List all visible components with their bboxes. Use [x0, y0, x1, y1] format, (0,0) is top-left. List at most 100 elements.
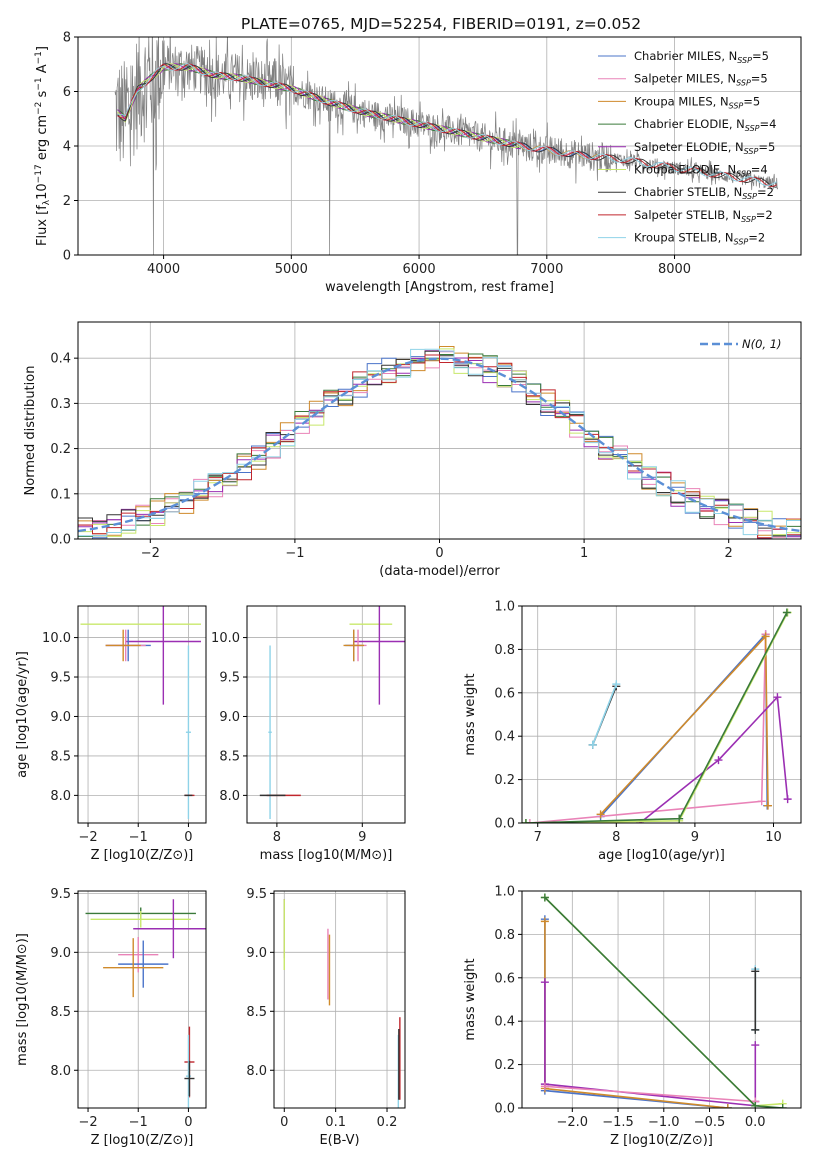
weight-vs-age-plot: [522, 608, 792, 823]
weight-vs-age-ytick-label: 0.8: [494, 643, 515, 658]
weight-vs-age-ytick-label: 0.0: [494, 817, 515, 832]
weight-marker: [751, 1101, 760, 1108]
residuals-xtick-label: −2: [141, 546, 160, 561]
weight-line: [529, 634, 767, 823]
age-vs-z-frame: [77, 605, 207, 824]
weight-z-xlabel: Z [log10(Z/Z⊙)]: [610, 1133, 713, 1148]
spectrum-xtick-label: 6000: [403, 262, 436, 277]
mass-vs-ebv-xtick-label: 0.1: [325, 1115, 346, 1130]
normal-curve: [78, 357, 801, 533]
weight-vs-z-frame: [521, 890, 802, 1109]
age-vs-mass-ytick-label: 9.5: [219, 671, 240, 686]
mass-vs-ebv-ytick-label: 9.5: [246, 887, 267, 902]
mass-vs-z-ytick-label: 9.0: [50, 946, 71, 961]
weight-vs-z-plot: [540, 893, 787, 1108]
weight-z-ylabel: mass weight: [463, 958, 478, 1040]
histogram-line: [78, 348, 801, 539]
residuals-xlabel: (data-model)/error: [379, 564, 500, 579]
spectrum-ytick-label: 8: [63, 31, 71, 46]
legend-label: Salpeter ELODIE, NSSP=5: [634, 140, 775, 156]
age-vs-z-ytick-label: 8.0: [50, 789, 71, 804]
legend-label: Kroupa STELIB, NSSP=2: [634, 231, 765, 247]
age-vs-mass-ytick-label: 8.0: [219, 789, 240, 804]
weight-marker: [751, 1025, 760, 1034]
spectrum-ytick-label: 2: [63, 194, 71, 209]
residuals-ylabel: Normed distribution: [23, 366, 38, 496]
weight-vs-z-xtick-label: −2.0: [557, 1115, 589, 1130]
histogram-line: [78, 350, 801, 539]
spectrum-plot: [114, 37, 779, 255]
weight-vs-z-ytick-label: 1.0: [494, 885, 515, 900]
mass-vs-z-axes: −2 −1 0 8.0 8.5 9.0 9.5 Z [log10(Z/Z⊙)] mass [lo…: [15, 887, 207, 1148]
age-vs-z-ytick-label: 10.0: [42, 631, 71, 646]
age-vs-z-grid: [78, 606, 206, 823]
weight-marker: [522, 819, 530, 823]
age-vs-z-plot: [80, 606, 201, 820]
residuals-xtick-label: 2: [725, 546, 733, 561]
residuals-frame: [77, 321, 802, 540]
mass-vs-z-ytick-label: 8.0: [50, 1064, 71, 1079]
age-vs-mass-frame: [246, 605, 406, 824]
spectrum-xtick-label: 8000: [658, 262, 691, 277]
weight-vs-age-xtick-label: 10: [765, 830, 782, 845]
weight-vs-age-ticks: 7 8 9 10 0.0 0.2 0.4 0.6 0.8 1.0: [494, 600, 781, 846]
spectrum-ylabel: Flux [fλ10−17 erg cm−2 s−1 A−1]: [34, 46, 52, 246]
mass-vs-ebv-ytick-label: 8.0: [246, 1064, 267, 1079]
age-z-xlabel: Z [log10(Z/Z⊙)]: [91, 848, 194, 863]
legend-label: Chabrier STELIB, NSSP=2: [634, 185, 774, 201]
weight-vs-z-ytick-label: 0.4: [494, 1015, 515, 1030]
legend-label: Kroupa ELODIE, NSSP=4: [634, 163, 768, 179]
age-vs-mass-ytick-label: 8.5: [219, 749, 240, 764]
age-vs-z-ytick-label: 9.5: [50, 671, 71, 686]
age-vs-z-ytick-label: 9.0: [50, 710, 71, 725]
weight-marker: [540, 893, 549, 902]
weight-marker: [761, 632, 770, 641]
weight-vs-z-ytick-label: 0.8: [494, 928, 515, 943]
spectrum-frame: [77, 36, 802, 256]
weight-marker: [763, 801, 772, 810]
legend-label: Chabrier ELODIE, NSSP=4: [634, 117, 776, 133]
weight-marker: [751, 1041, 760, 1050]
weight-marker: [723, 1104, 732, 1108]
residuals-axes: −2 −1 0 1 2 0.0 0.1 0.2 0.3 0.4 (data-model)/error…: [23, 321, 802, 579]
legend-label: Chabrier MILES, NSSP=5: [634, 49, 769, 65]
weight-vs-age-ytick-label: 0.4: [494, 730, 515, 745]
age-vs-z-axes: −2 −1 0 8.0 8.5 9.0 9.5 10.0 Z [log10(Z/Z⊙)] age …: [15, 605, 207, 863]
residuals-xtick-label: −1: [285, 546, 304, 561]
age-vs-mass-ytick-label: 9.0: [219, 710, 240, 725]
weight-marker: [757, 797, 766, 806]
mass-z-ylabel: mass [log10(M/M⊙)]: [15, 933, 30, 1066]
weight-marker: [612, 680, 621, 689]
mass-vs-z-xtick-label: −2: [78, 1115, 97, 1130]
normal-legend-label: N(0, 1): [742, 337, 782, 351]
mass-vs-ebv-ytick-label: 8.5: [246, 1005, 267, 1020]
legend-label: Salpeter STELIB, NSSP=2: [634, 208, 773, 224]
age-vs-mass-ytick-label: 10.0: [211, 631, 240, 646]
spectrum-ytick-label: 0: [63, 249, 71, 264]
mass-vs-ebv-plot: [283, 899, 401, 1108]
spectrum-model-line: [117, 63, 777, 187]
residuals-xtick-label: 0: [435, 546, 443, 561]
weight-marker: [751, 967, 760, 976]
weight-vs-age-xtick-label: 9: [691, 830, 699, 845]
weight-vs-z-xtick-label: −1.0: [648, 1115, 680, 1130]
mass-vs-ebv-xtick-label: 0: [280, 1115, 288, 1130]
weight-age-ylabel: mass weight: [463, 673, 478, 755]
weight-vs-age-ytick-label: 1.0: [494, 600, 515, 615]
weight-marker: [540, 917, 549, 926]
age-vs-z-xtick-label: −2: [78, 830, 97, 845]
weight-vs-age-ytick-label: 0.2: [494, 773, 515, 788]
legend-label: Salpeter MILES, NSSP=5: [634, 72, 768, 88]
spectrum-ytick-label: 6: [63, 85, 71, 100]
mass-vs-ebv-grid: [274, 891, 405, 1108]
residuals-ytick-label: 0.1: [50, 487, 71, 502]
weight-vs-age-xtick-label: 8: [612, 830, 620, 845]
legend-label: Kroupa MILES, NSSP=5: [634, 94, 760, 110]
weight-vs-z-xtick-label: −0.5: [694, 1115, 726, 1130]
mass-vs-z-plot: [85, 899, 206, 1108]
weight-vs-z-axes: −2.0 −1.5 −1.0 −0.5 0.0 0.0 0.2 0.4 0.6 0.8 1.0 Z […: [463, 885, 802, 1148]
weight-marker: [540, 1082, 549, 1091]
weight-marker: [588, 740, 597, 749]
mass-ebv-xlabel: E(B-V): [319, 1133, 359, 1148]
